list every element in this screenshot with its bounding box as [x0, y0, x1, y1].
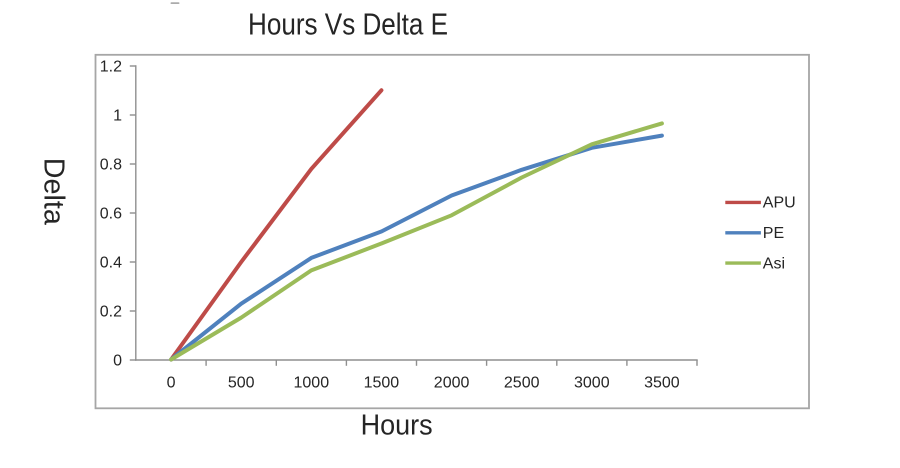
- svg-text:PE: PE: [763, 225, 784, 242]
- svg-text:2500: 2500: [504, 375, 540, 392]
- svg-text:0.2: 0.2: [100, 304, 122, 321]
- svg-text:1000: 1000: [294, 375, 330, 392]
- svg-text:APU: APU: [763, 195, 796, 212]
- svg-text:Hours Vs Delta E: Hours Vs Delta E: [248, 7, 448, 42]
- svg-text:Asi: Asi: [763, 255, 785, 272]
- svg-text:0.4: 0.4: [100, 255, 122, 272]
- svg-text:0: 0: [167, 375, 176, 392]
- svg-text:2000: 2000: [434, 375, 470, 392]
- svg-text:1500: 1500: [364, 375, 400, 392]
- svg-text:Hours: Hours: [361, 410, 433, 442]
- svg-text:3500: 3500: [644, 375, 680, 392]
- svg-text:1: 1: [113, 108, 122, 125]
- svg-text:0: 0: [113, 353, 122, 370]
- svg-text:3000: 3000: [574, 375, 610, 392]
- svg-text:0.8: 0.8: [100, 157, 122, 174]
- svg-text:1.2: 1.2: [100, 59, 122, 76]
- svg-text:0.6: 0.6: [100, 206, 122, 223]
- svg-text:500: 500: [228, 375, 255, 392]
- svg-text:Delta: Delta: [38, 158, 70, 226]
